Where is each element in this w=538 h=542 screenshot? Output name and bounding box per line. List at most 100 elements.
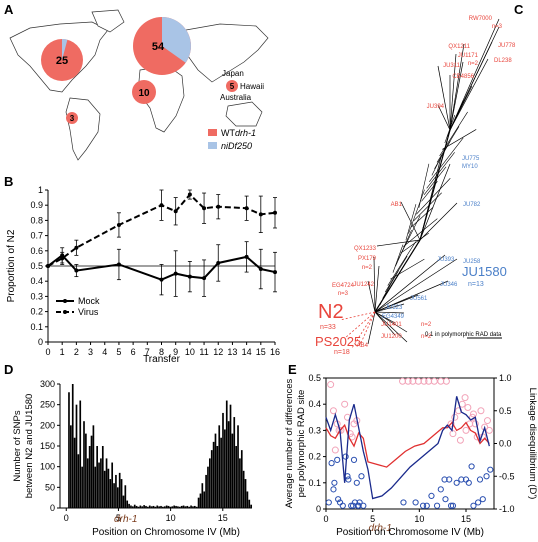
x-tick-label: 10 [414,514,424,524]
bar [190,505,192,508]
bar [195,506,198,508]
bar [210,450,213,508]
bar [107,468,110,508]
data-point [216,260,221,265]
bar [246,491,249,508]
tree-branch [449,58,489,131]
blue-point [419,502,427,509]
tree-branch [421,181,438,202]
tree-label-red: QX1233 [354,246,377,252]
tree-branch [374,265,380,313]
y-tick-label: 0.7 [30,231,43,241]
blue-point [358,473,365,480]
series-line-virus [47,193,276,267]
tree-branch [374,311,408,343]
strain-ps2025-count: n=18 [334,349,350,356]
bar [100,458,102,508]
x-tick-label: 2 [74,347,79,357]
legend-wt: WTdrh-1 [221,128,256,138]
bar [103,470,106,508]
x-tick-label: 11 [199,347,208,357]
y-tick-label: 250 [40,400,55,410]
bar [180,505,183,508]
legend-nidf250: niDf250 [221,141,252,151]
pie-africa: 10 [132,80,156,104]
tree-branch [373,256,376,313]
bar [237,425,239,508]
data-point [74,268,79,273]
y-tick-label-left: 0.2 [308,452,321,462]
x-tick-label: 10 [166,513,176,523]
y-tick-label: 0.2 [30,307,43,317]
tree-branch [376,239,421,247]
pink-point [404,377,412,385]
y-axis-title-right: Linkage disequilibrium (D') [527,388,538,500]
tree-label-blue: JU561 [410,296,428,302]
pink-point [449,430,457,438]
bar [225,400,228,508]
y-tick-label: 1 [38,185,43,195]
place-japan: Japan [222,69,244,78]
bar [71,384,74,508]
tree-label-red: RW7000 [469,16,493,22]
data-point [244,206,249,211]
bar [86,458,89,508]
tree-branch [413,192,442,221]
tree-branch [374,311,408,333]
y-tick-label: 100 [40,462,55,472]
bar [209,458,211,508]
bar [239,458,241,508]
bar [79,400,82,508]
bar [122,495,125,508]
tree-label-red: JU1242 [353,282,374,288]
bar [231,433,234,508]
tree-branch-dashed [339,311,376,321]
bar [126,500,129,508]
y-tick-label: 0 [38,337,43,347]
tree-branch [418,163,430,208]
bar [90,435,93,508]
strain-ps2025: PS2025 [315,334,361,349]
bar [216,446,219,508]
bar [218,425,221,508]
bar [220,437,222,508]
tree-branch [374,294,419,313]
pink-point [464,403,472,411]
tree-branch [374,303,405,313]
count-label: 3 [70,114,75,123]
tree-label-blue: EG4349 [382,314,405,320]
bar [83,421,85,508]
tree-label-blue: JU393 [437,257,455,263]
tree-branch [416,178,451,215]
tree-branch [429,137,464,183]
blue-point [428,492,435,499]
tree-branch [384,255,408,293]
blue-point [342,453,349,460]
tree-label-blue: MY10 [462,164,478,170]
tree-label-red: n=2 [421,334,432,340]
blue-point [479,496,486,503]
tree-branch [419,156,442,241]
bar [96,446,98,508]
blue-point [483,473,490,480]
pink-point [477,407,485,415]
tree-label-red: JU778 [498,43,516,49]
continent-greenland [91,9,125,33]
tree-label-red: JU311 [443,63,461,69]
data-point [159,277,164,282]
bar [175,505,177,508]
blue-point [330,486,337,493]
pink-point [331,446,339,454]
bar [105,458,108,508]
y-tick-label: 0.1 [30,322,43,332]
place-hawaii: Hawaii [240,82,264,91]
continent-asia [185,23,269,83]
bar [132,506,134,508]
blue-point [339,502,346,509]
tree-label-blue: JU323 [385,305,403,311]
bar [68,392,70,508]
bar [152,505,155,508]
tree-branch [449,43,465,131]
x-tick-label: 5 [116,513,121,523]
